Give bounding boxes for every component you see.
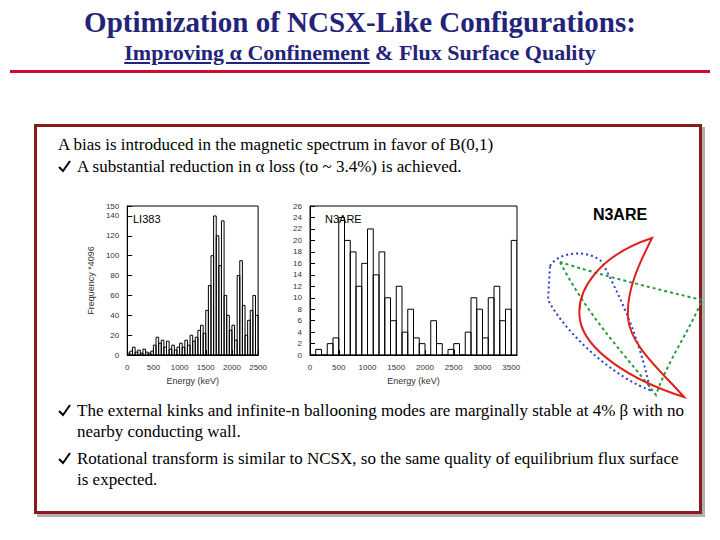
svg-text:10: 10 [293, 293, 302, 302]
svg-text:LI383: LI383 [133, 213, 161, 225]
svg-text:100: 100 [106, 251, 120, 260]
svg-text:140: 140 [106, 211, 120, 220]
html-text:A bias is introduced in the ma: A bias is introduced in the magnetic spe… [58, 135, 494, 154]
svg-text:40: 40 [110, 311, 119, 320]
svg-text:2000: 2000 [223, 363, 241, 372]
svg-text:N3ARE: N3ARE [325, 213, 362, 225]
svg-text:8: 8 [298, 305, 303, 314]
svg-text:2500: 2500 [445, 363, 463, 372]
svg-text:150: 150 [106, 202, 120, 211]
svg-text:0: 0 [298, 351, 303, 360]
svg-text:Energy (keV): Energy (keV) [166, 376, 219, 386]
svg-text:2: 2 [298, 339, 303, 348]
svg-text:80: 80 [110, 271, 119, 280]
svg-text:120: 120 [106, 231, 120, 240]
svg-text:16: 16 [293, 259, 302, 268]
svg-text:0: 0 [125, 363, 130, 372]
svg-text:Frequency *4096: Frequency *4096 [86, 246, 96, 315]
svg-text:26: 26 [293, 202, 302, 211]
svg-text:1500: 1500 [197, 363, 215, 372]
svg-text:1500: 1500 [387, 363, 405, 372]
html-text:The external kinks and infinit: The external kinks and infinite-n balloo… [77, 401, 684, 441]
svg-text:3500: 3500 [502, 363, 520, 372]
svg-text:12: 12 [293, 282, 302, 291]
svg-text:3000: 3000 [474, 363, 492, 372]
svg-text:1000: 1000 [359, 363, 377, 372]
svg-text:20: 20 [293, 236, 302, 245]
html-text:Improving α Confinement & Flux: Improving α Confinement & Flux Surface Q… [124, 40, 596, 65]
html-text:N3ARE: N3ARE [592, 206, 648, 223]
svg-text:18: 18 [293, 247, 302, 256]
html-text:Rotational transform is simila: Rotational transform is similar to NCSX,… [77, 449, 679, 489]
svg-text:24: 24 [293, 213, 302, 222]
svg-text:60: 60 [110, 291, 119, 300]
svg-text:6: 6 [298, 316, 303, 325]
svg-text:2500: 2500 [249, 363, 267, 372]
svg-text:20: 20 [110, 331, 119, 340]
svg-text:14: 14 [293, 270, 302, 279]
svg-text:4: 4 [298, 328, 303, 337]
svg-text:500: 500 [332, 363, 346, 372]
svg-text:500: 500 [147, 363, 161, 372]
svg-text:0: 0 [115, 351, 120, 360]
html-text:A substantial reduction in α l: A substantial reduction in α loss (to ~ … [77, 157, 462, 176]
svg-text:0: 0 [308, 363, 313, 372]
svg-text:22: 22 [293, 224, 302, 233]
svg-text:Energy (keV): Energy (keV) [387, 376, 440, 386]
html-text:Optimization of NCSX-Like Conf: Optimization of NCSX-Like Configurations… [84, 6, 636, 38]
svg-text:2000: 2000 [416, 363, 434, 372]
svg-text:1000: 1000 [171, 363, 189, 372]
